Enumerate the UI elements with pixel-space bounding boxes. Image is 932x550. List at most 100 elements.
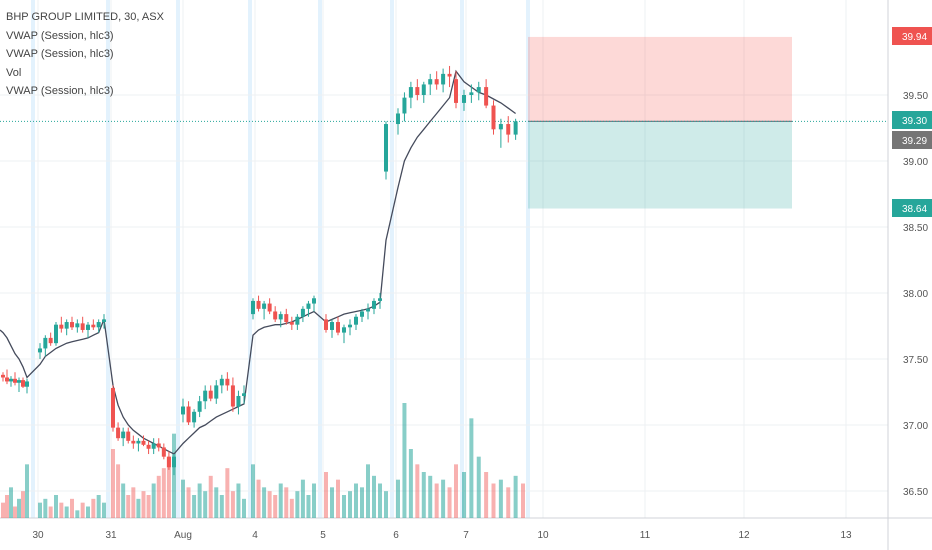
candle-body — [156, 443, 161, 448]
candle-body — [126, 431, 131, 441]
candle-body — [151, 443, 156, 449]
volume-bar — [378, 483, 382, 518]
candle-body — [17, 380, 21, 383]
time-axis-label: 5 — [320, 530, 326, 541]
session-separator — [390, 0, 394, 518]
session-separator — [526, 0, 530, 518]
candle-body — [48, 337, 53, 344]
candle-body — [121, 431, 126, 439]
candle-body — [181, 406, 185, 415]
volume-bar — [225, 468, 230, 518]
candle-body — [256, 300, 261, 309]
candle-body — [172, 456, 176, 468]
candle-body — [214, 385, 219, 399]
price-axis-label: 37.50 — [903, 355, 928, 366]
volume-bar — [366, 464, 370, 518]
volume-bar — [360, 487, 364, 518]
volume-bar — [111, 449, 115, 518]
volume-bar — [447, 487, 452, 518]
volume-bar — [91, 498, 96, 518]
volume-bar — [273, 495, 278, 518]
candle-body — [324, 319, 328, 330]
candle-body — [80, 323, 85, 330]
candle-body — [454, 79, 458, 103]
volume-bar — [43, 498, 48, 518]
volume-bar — [172, 433, 176, 518]
volume-bar — [428, 475, 433, 518]
candle-body — [396, 113, 400, 125]
time-axis-label: 31 — [105, 530, 117, 541]
candle-body — [203, 390, 208, 402]
candle-body — [434, 79, 439, 85]
volume-bar — [156, 475, 161, 518]
volume-bar — [5, 495, 9, 518]
volume-bar — [284, 487, 289, 518]
time-axis-label: 4 — [252, 530, 258, 541]
price-tag-bg — [892, 199, 932, 217]
volume-bar — [136, 498, 141, 518]
candle-body — [498, 124, 503, 130]
time-axis-label: 12 — [738, 530, 750, 541]
volume-bar — [454, 464, 458, 518]
price-tag-label: 39.94 — [902, 32, 927, 43]
candle-body — [267, 303, 272, 312]
candle-body — [102, 319, 106, 323]
candle-body — [146, 444, 151, 449]
candle-body — [186, 406, 191, 423]
price-tag-label: 38.64 — [902, 204, 927, 215]
volume-bar — [469, 418, 474, 518]
candle-body — [96, 322, 101, 328]
volume-bar — [75, 510, 80, 518]
candle-body — [192, 411, 197, 423]
volume-bar — [306, 495, 311, 518]
candle-body — [402, 97, 407, 114]
volume-bar — [312, 483, 316, 518]
price-tag-bg — [892, 27, 932, 45]
price-tag: 39.30 — [892, 111, 932, 129]
volume-bar — [59, 502, 64, 518]
time-axis-label: 10 — [537, 530, 549, 541]
candle-body — [25, 381, 29, 387]
candle-body — [300, 308, 305, 317]
candle-body — [366, 308, 370, 312]
volume-bar — [289, 498, 294, 518]
candle-body — [136, 440, 141, 444]
candle-body — [236, 395, 241, 407]
volume-bar — [415, 464, 420, 518]
time-axis-label: 13 — [840, 530, 852, 541]
volume-bar — [421, 472, 426, 518]
indicator-vwap-2[interactable]: VWAP (Session, hlc3) — [6, 48, 114, 60]
price-tag-label: 39.30 — [902, 116, 927, 127]
volume-bar — [256, 479, 261, 518]
candle-body — [54, 324, 58, 344]
price-axis-label: 39.50 — [903, 91, 928, 102]
candle-body — [1, 374, 5, 378]
volume-bar — [506, 487, 511, 518]
candle-body — [208, 390, 213, 399]
indicator-volume[interactable]: Vol — [6, 66, 22, 79]
volume-bar — [121, 483, 126, 518]
volume-bar — [208, 475, 213, 518]
chart-legend: BHP GROUP LIMITED, 30, ASX VWAP (Session… — [6, 8, 164, 101]
price-tag-bg — [892, 111, 932, 129]
candle-body — [513, 121, 518, 135]
volume-bar — [64, 506, 69, 518]
volume-bar — [267, 491, 272, 518]
volume-bar — [151, 483, 156, 518]
indicator-vwap-1[interactable]: VWAP (Session, hlc3) — [6, 29, 114, 42]
candle-body — [348, 324, 352, 328]
symbol-title[interactable]: BHP GROUP LIMITED, 30, ASX — [6, 11, 164, 23]
candle-body — [75, 323, 80, 328]
candle-body — [219, 378, 224, 386]
indicator-vwap-3[interactable]: VWAP (Session, hlc3) — [6, 85, 114, 97]
session-separator — [176, 0, 180, 518]
volume-bar — [214, 487, 219, 518]
volume-bar — [251, 464, 255, 518]
price-tag: 38.64 — [892, 199, 932, 217]
candle-body — [342, 327, 346, 333]
volume-bar — [219, 495, 224, 518]
volume-bar — [484, 472, 489, 518]
volume-bar — [230, 491, 235, 518]
candle-body — [91, 324, 96, 328]
